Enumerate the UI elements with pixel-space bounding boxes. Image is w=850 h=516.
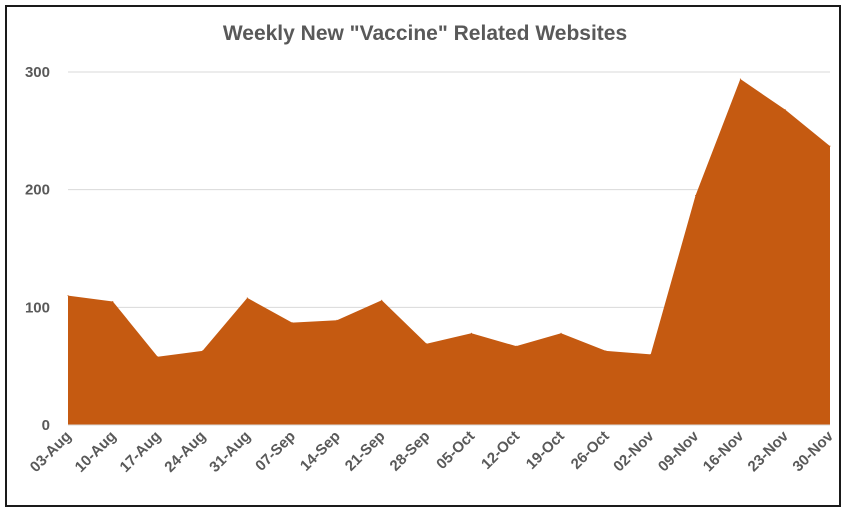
- x-tick-label: 07-Sep: [252, 428, 299, 475]
- x-tick-label: 30-Nov: [789, 427, 837, 475]
- data-point: [381, 299, 383, 301]
- data-point: [67, 295, 69, 297]
- data-point: [515, 345, 517, 347]
- y-tick-label: 0: [42, 417, 50, 434]
- x-tick-label: 10-Aug: [72, 428, 120, 476]
- x-tick-label: 12-Oct: [478, 428, 523, 473]
- area-series: [68, 79, 830, 425]
- x-tick-label: 21-Sep: [342, 428, 389, 475]
- x-tick-label: 17-Aug: [117, 428, 165, 476]
- x-axis: 03-Aug10-Aug17-Aug24-Aug31-Aug07-Sep14-S…: [27, 427, 837, 475]
- data-point: [605, 350, 607, 352]
- data-point: [695, 195, 697, 197]
- data-point: [470, 332, 472, 334]
- x-tick-label: 14-Sep: [297, 428, 344, 475]
- area-layer: [67, 78, 831, 426]
- x-tick-label: 24-Aug: [161, 428, 209, 476]
- x-tick-label: 16-Nov: [700, 427, 748, 475]
- x-tick-label: 23-Nov: [745, 427, 793, 475]
- x-tick-label: 31-Aug: [206, 428, 254, 476]
- data-point: [784, 109, 786, 111]
- chart-title: Weekly New "Vaccine" Related Websites: [222, 22, 628, 45]
- data-point: [560, 332, 562, 334]
- data-point: [426, 343, 428, 345]
- x-tick-label: 03-Aug: [27, 428, 75, 476]
- data-point: [112, 300, 114, 302]
- data-point: [739, 78, 741, 80]
- data-point: [829, 145, 831, 147]
- data-point: [650, 353, 652, 355]
- x-tick-label: 05-Oct: [433, 428, 478, 473]
- x-tick-label: 02-Nov: [610, 427, 658, 475]
- y-axis: 0 100 200 300: [25, 64, 50, 434]
- y-tick-label: 300: [25, 64, 50, 81]
- y-tick-label: 200: [25, 182, 50, 199]
- x-tick-label: 09-Nov: [655, 427, 703, 475]
- data-point: [336, 319, 338, 321]
- data-point: [291, 322, 293, 324]
- data-point: [201, 350, 203, 352]
- x-tick-label: 26-Oct: [568, 428, 613, 473]
- data-point: [246, 297, 248, 299]
- data-point: [157, 356, 159, 358]
- y-tick-label: 100: [25, 299, 50, 316]
- x-tick-label: 19-Oct: [523, 428, 568, 473]
- x-tick-label: 28-Sep: [387, 428, 434, 475]
